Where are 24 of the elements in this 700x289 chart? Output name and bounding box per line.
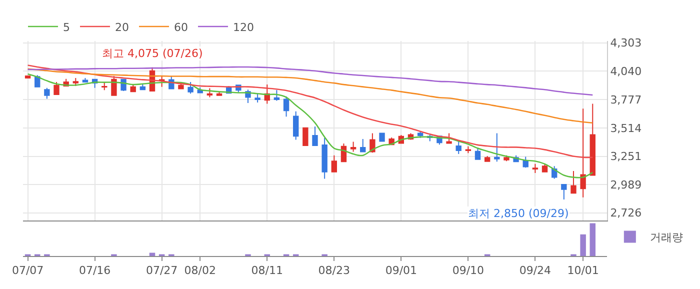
annotation: 최고 4,075 (07/26)	[102, 47, 203, 60]
x-tick-label: 07/07	[12, 264, 44, 278]
legend-label: 거래량	[650, 231, 683, 244]
x-tick-label: 09/24	[519, 264, 552, 278]
x-tick-label: 08/02	[184, 264, 216, 278]
x-tick-label: 08/11	[251, 264, 283, 278]
y-tick-label: 4,303	[610, 36, 642, 50]
x-tick-label: 09/10	[452, 264, 484, 278]
annotation: 최저 2,850 (09/29)	[468, 207, 569, 220]
legend-label: 60	[174, 20, 188, 34]
x-tick-label: 07/27	[146, 264, 178, 278]
x-tick-label: 10/01	[567, 264, 599, 278]
legend-label: 120	[233, 20, 254, 34]
y-tick-label: 3,251	[610, 150, 642, 164]
legend-label: 20	[115, 20, 129, 34]
y-tick-label: 3,514	[610, 122, 642, 135]
legend-label: 5	[63, 20, 70, 34]
x-tick-label: 08/23	[318, 264, 350, 278]
y-tick-label: 2,726	[610, 206, 642, 220]
y-tick-label: 2,989	[610, 178, 642, 192]
x-tick-label: 07/16	[78, 264, 111, 278]
y-tick-label: 3,777	[610, 93, 642, 106]
x-tick-label: 09/01	[385, 264, 418, 278]
y-tick-label: 4,040	[610, 65, 642, 78]
